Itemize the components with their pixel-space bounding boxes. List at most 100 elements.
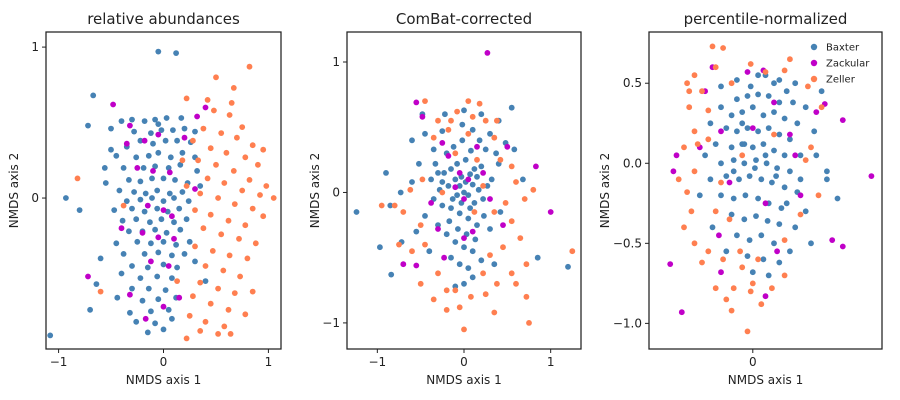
data-point — [480, 196, 486, 202]
data-point — [667, 261, 674, 267]
data-point — [484, 50, 491, 56]
data-point — [174, 137, 181, 144]
data-point — [805, 83, 811, 90]
data-point — [747, 83, 754, 90]
data-point — [125, 177, 132, 183]
data-point — [120, 251, 127, 257]
data-point — [454, 192, 460, 199]
data-point — [482, 117, 489, 124]
data-point — [85, 273, 91, 280]
data-point — [435, 270, 441, 277]
x-tick-label: −1 — [368, 355, 386, 369]
data-point — [504, 143, 511, 150]
data-point — [90, 92, 97, 99]
data-point — [491, 134, 498, 141]
data-point — [252, 240, 259, 247]
data-point — [160, 238, 167, 245]
data-point — [797, 152, 804, 159]
data-point — [227, 331, 234, 337]
data-point — [523, 261, 530, 268]
data-point — [465, 265, 472, 271]
data-point — [797, 192, 804, 199]
data-point — [787, 136, 793, 143]
y-tick-label: 1 — [332, 55, 340, 69]
data-point — [108, 146, 114, 153]
data-point — [678, 309, 685, 316]
data-point — [699, 88, 705, 95]
data-point — [776, 131, 783, 138]
data-point — [426, 248, 433, 255]
data-point — [435, 226, 441, 232]
data-point — [771, 109, 777, 115]
data-point — [419, 176, 426, 183]
data-point — [755, 195, 761, 202]
data-point — [181, 251, 188, 257]
data-point — [449, 196, 456, 202]
data-point — [155, 234, 162, 241]
data-point — [236, 235, 242, 242]
data-point — [391, 202, 398, 209]
data-point — [839, 117, 846, 123]
data-point — [419, 113, 426, 120]
data-point — [765, 125, 772, 131]
y-tick-label: 1 — [31, 40, 39, 54]
legend-label: Zeller — [826, 75, 856, 86]
data-point — [452, 287, 459, 294]
data-point — [171, 195, 177, 201]
data-point — [154, 205, 161, 212]
data-point — [87, 306, 93, 313]
data-point — [118, 270, 125, 277]
data-point — [183, 95, 190, 102]
data-point — [517, 235, 524, 242]
data-point — [118, 225, 125, 232]
data-point — [467, 205, 473, 212]
data-point — [684, 189, 690, 196]
y-tick-label: 0.0 — [623, 156, 642, 170]
data-point — [471, 209, 478, 215]
data-point — [197, 190, 204, 197]
data-point — [207, 211, 214, 218]
data-point — [461, 196, 467, 202]
data-point — [422, 130, 428, 137]
data-point — [771, 147, 777, 154]
data-point — [773, 173, 779, 180]
x-axis-label: NMDS axis 1 — [728, 373, 804, 387]
data-point — [728, 112, 735, 119]
data-point — [202, 278, 209, 284]
data-point — [160, 326, 167, 333]
data-point — [762, 69, 769, 75]
data-point — [502, 200, 509, 206]
data-point — [755, 72, 761, 79]
data-point — [461, 326, 467, 333]
data-point — [488, 176, 495, 183]
data-point — [200, 125, 207, 132]
data-point — [197, 183, 204, 189]
series-baxter — [696, 72, 841, 279]
data-point — [123, 198, 130, 205]
data-point — [140, 165, 147, 171]
data-point — [448, 205, 454, 212]
data-point — [681, 144, 687, 151]
data-point — [469, 274, 476, 281]
data-point — [465, 130, 472, 137]
data-point — [691, 128, 698, 135]
data-point — [476, 137, 483, 144]
data-point — [764, 218, 771, 224]
data-point — [769, 285, 775, 292]
data-point — [739, 152, 746, 159]
series-zackular — [667, 64, 875, 316]
data-point — [508, 218, 515, 225]
data-point — [160, 175, 167, 182]
data-point — [413, 262, 420, 269]
data-point — [177, 161, 184, 168]
data-point — [134, 165, 141, 171]
data-point — [730, 195, 737, 202]
data-point — [218, 231, 225, 238]
data-point — [465, 98, 472, 104]
data-point — [491, 261, 498, 268]
data-point — [747, 288, 754, 295]
data-point — [813, 152, 820, 159]
data-point — [120, 202, 127, 209]
data-point — [469, 126, 476, 133]
data-point — [228, 100, 235, 106]
